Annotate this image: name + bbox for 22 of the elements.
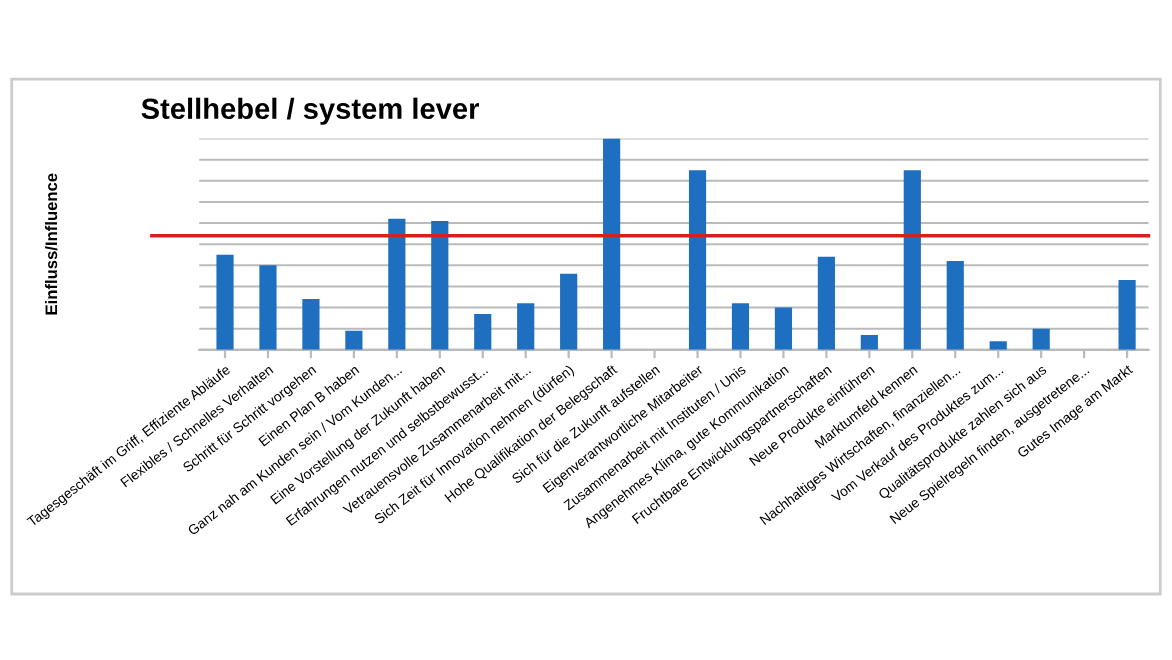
bar — [560, 273, 578, 350]
chart-title: Stellhebel / system lever — [141, 97, 480, 125]
y-axis-title: Einfluss/Influence — [44, 173, 58, 315]
bar — [903, 170, 921, 350]
bar — [431, 220, 449, 350]
bar — [817, 256, 835, 350]
bar — [388, 218, 406, 350]
bar — [474, 313, 492, 350]
bar — [946, 261, 964, 350]
bar — [259, 265, 277, 350]
bar — [216, 254, 234, 350]
bar — [774, 307, 793, 350]
bar — [345, 330, 363, 350]
bar — [302, 299, 320, 350]
bar — [1032, 328, 1050, 350]
bar — [1118, 280, 1136, 350]
bar — [603, 138, 621, 350]
bar — [731, 303, 750, 350]
bar — [688, 170, 707, 350]
bar — [860, 335, 878, 350]
bar — [517, 303, 535, 350]
bar — [989, 341, 1007, 350]
